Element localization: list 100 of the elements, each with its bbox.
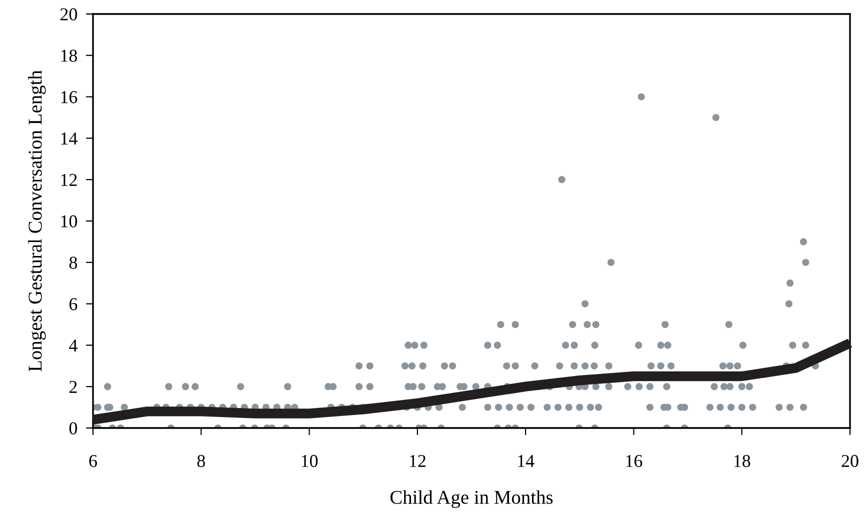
- point: [706, 404, 714, 411]
- point: [726, 383, 734, 390]
- point: [558, 176, 566, 184]
- point: [785, 300, 792, 308]
- point: [440, 362, 448, 370]
- point: [554, 404, 562, 411]
- point: [410, 383, 417, 390]
- point: [512, 320, 519, 328]
- point: [738, 383, 746, 390]
- point: [237, 383, 244, 390]
- point: [734, 362, 742, 370]
- point: [667, 362, 675, 370]
- point: [420, 342, 428, 349]
- point: [165, 383, 172, 390]
- y-tick-label: 4: [69, 340, 78, 352]
- point: [746, 383, 753, 390]
- x-tick-label: 8: [197, 454, 205, 468]
- point: [802, 258, 810, 266]
- point: [607, 258, 615, 266]
- point: [789, 342, 796, 349]
- point: [584, 320, 591, 328]
- point: [503, 362, 510, 370]
- point: [497, 320, 504, 328]
- point: [739, 342, 746, 349]
- y-tick-label: 12: [61, 174, 77, 186]
- point: [800, 238, 808, 246]
- point: [624, 383, 632, 390]
- point: [663, 383, 670, 390]
- x-tick-label: 18: [734, 454, 750, 468]
- point: [565, 404, 572, 411]
- point: [411, 342, 418, 349]
- point: [725, 320, 732, 328]
- point: [710, 383, 718, 390]
- point: [636, 383, 643, 390]
- point: [419, 362, 426, 370]
- point: [484, 342, 492, 349]
- point: [570, 342, 578, 349]
- point: [605, 362, 612, 370]
- point: [366, 362, 374, 370]
- x-tick-label: 14: [518, 455, 534, 467]
- point: [569, 320, 576, 328]
- point: [366, 383, 374, 390]
- point: [506, 404, 513, 411]
- point: [749, 404, 756, 411]
- point: [738, 404, 746, 411]
- point: [657, 342, 664, 349]
- point: [531, 362, 538, 370]
- y-axis-title: Longest Gestural Conversation Length: [28, 70, 46, 372]
- point: [719, 362, 726, 370]
- y-tick-label: 16: [61, 91, 78, 104]
- point: [638, 93, 645, 100]
- point: [786, 280, 794, 287]
- point: [590, 362, 598, 370]
- point: [662, 320, 669, 328]
- y-tick-label: 18: [61, 50, 78, 62]
- point: [592, 383, 600, 390]
- point: [647, 362, 655, 370]
- point: [786, 404, 794, 411]
- x-tick-label: 16: [626, 454, 642, 468]
- x-tick-label: 6: [89, 454, 97, 468]
- point: [800, 404, 808, 411]
- point: [595, 404, 602, 411]
- y-tick-label: 14: [61, 132, 78, 144]
- point: [556, 362, 564, 370]
- point: [592, 320, 600, 328]
- point: [512, 362, 519, 370]
- point: [458, 404, 466, 411]
- point: [720, 383, 728, 390]
- y-tick-label: 20: [60, 8, 78, 20]
- point: [494, 342, 501, 349]
- point: [646, 383, 654, 390]
- point: [438, 383, 446, 390]
- point: [728, 404, 735, 411]
- point: [182, 383, 190, 390]
- point: [586, 404, 594, 411]
- point: [802, 342, 810, 349]
- point: [657, 362, 664, 370]
- point: [591, 342, 598, 349]
- point: [664, 342, 672, 349]
- point: [726, 362, 734, 370]
- point: [94, 404, 102, 411]
- point: [330, 383, 337, 390]
- point: [418, 383, 426, 390]
- point: [562, 342, 570, 349]
- point: [192, 383, 199, 390]
- point: [494, 404, 502, 411]
- y-tick-label: 8: [69, 256, 78, 269]
- point: [408, 362, 416, 370]
- y-tick-label: 0: [69, 422, 78, 434]
- point: [355, 383, 363, 390]
- point: [635, 342, 642, 349]
- point: [404, 342, 412, 349]
- point: [716, 404, 724, 411]
- point: [544, 404, 551, 411]
- x-axis-title: Child Age in Months: [390, 490, 553, 508]
- point: [484, 404, 492, 411]
- x-tick-label: 12: [410, 454, 426, 467]
- point: [582, 300, 589, 308]
- point: [605, 383, 612, 390]
- point: [516, 404, 524, 411]
